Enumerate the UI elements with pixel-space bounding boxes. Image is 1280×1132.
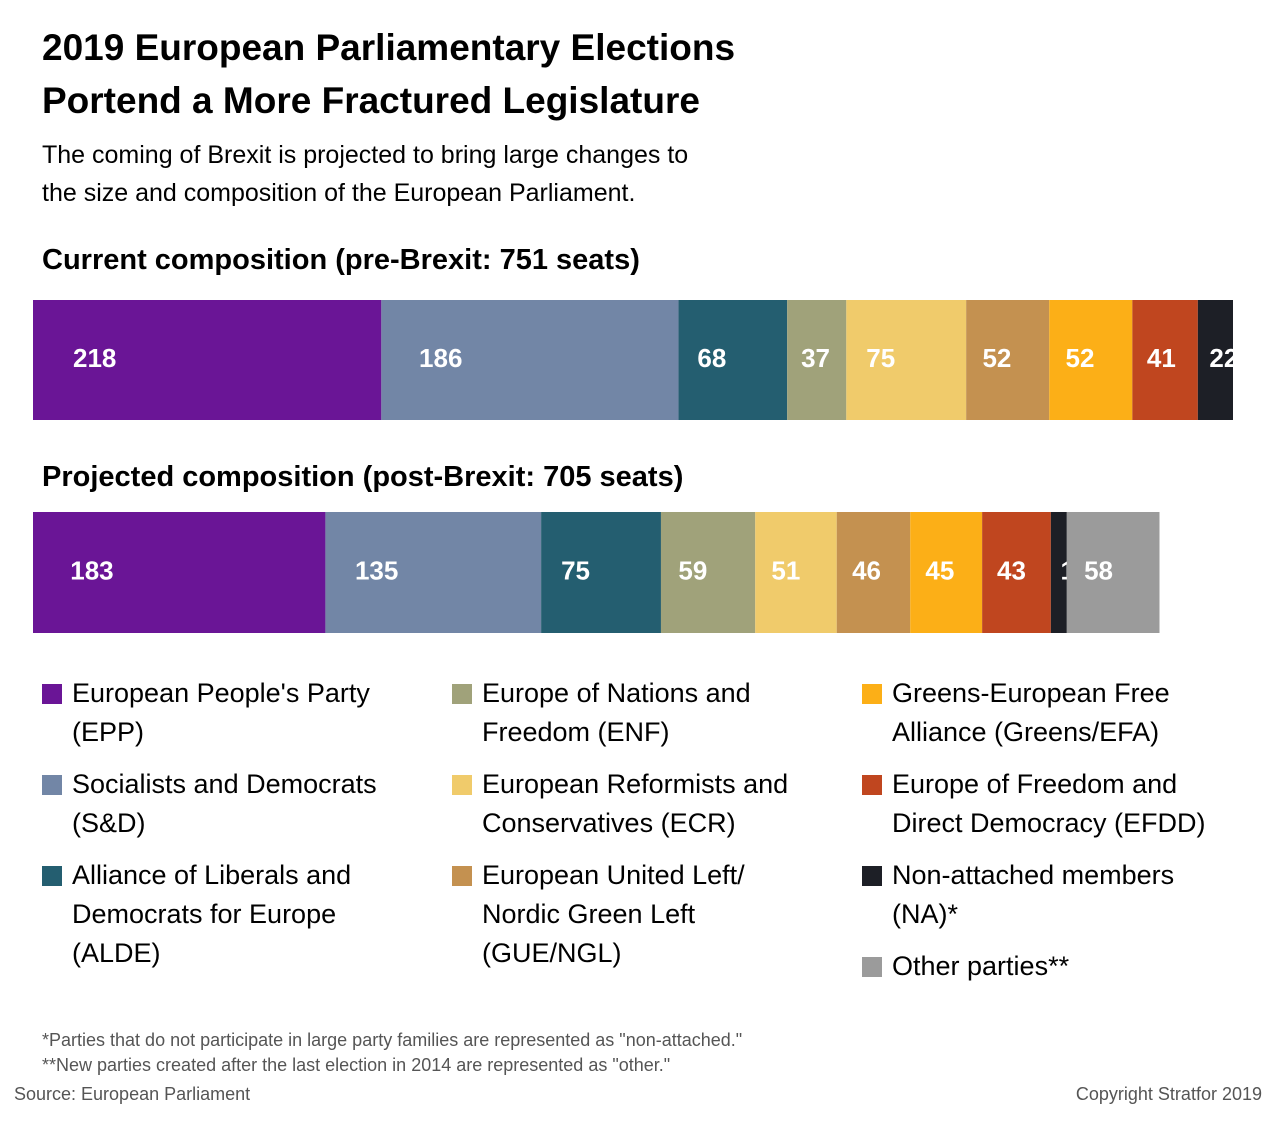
- legend-label: European People's Party (EPP): [72, 678, 370, 747]
- value-label: 58: [1084, 555, 1113, 585]
- legend-item: Non-attached members (NA)*: [862, 856, 1272, 934]
- value-label: 75: [866, 343, 895, 373]
- legend-column: Europe of Nations and Freedom (ENF) Europ…: [452, 674, 862, 999]
- bar-segment: [846, 300, 967, 420]
- legend-swatch: [862, 684, 882, 704]
- legend-item: Alliance of Liberals and Democrats for E…: [42, 856, 452, 973]
- legend-item: European United Left/ Nordic Green Left …: [452, 856, 862, 973]
- legend-item: Europe of Freedom and Direct Democracy (…: [862, 765, 1272, 843]
- legend-item: Socialists and Democrats (S&D): [42, 765, 452, 843]
- legend-label: European United Left/ Nordic Green Left …: [482, 860, 745, 968]
- legend-swatch: [452, 684, 472, 704]
- category-label: Current composition (pre-Brexit: 751 sea…: [42, 244, 640, 276]
- legend-swatch: [42, 866, 62, 886]
- bar-segment: [660, 512, 756, 633]
- value-label: 75: [561, 555, 590, 585]
- bar-segment: [33, 512, 326, 633]
- value-label: 52: [982, 343, 1011, 373]
- legend-label: Non-attached members (NA)*: [892, 860, 1175, 929]
- bar-segment: [1049, 300, 1133, 420]
- bar-segment: [910, 512, 983, 633]
- legend-column: European People's Party (EPP) Socialists …: [42, 674, 452, 999]
- legend: European People's Party (EPP) Socialists …: [42, 674, 1272, 999]
- legend-label: Greens-European Free Alliance (Greens/EF…: [892, 678, 1170, 747]
- legend-column: Greens-European Free Alliance (Greens/EF…: [862, 674, 1272, 999]
- bar-segment: [381, 300, 679, 420]
- legend-label: Europe of Nations and Freedom (ENF): [482, 678, 751, 747]
- bar-segment: [33, 300, 382, 420]
- legend-item: Greens-European Free Alliance (Greens/EF…: [862, 674, 1272, 752]
- value-label: 45: [925, 555, 954, 585]
- value-label: 218: [73, 343, 116, 373]
- legend-item: Other parties**: [862, 947, 1272, 986]
- source: Source: European Parliament: [14, 1084, 251, 1104]
- bar-segment: [755, 512, 837, 633]
- bar-segment: [1132, 300, 1198, 420]
- legend-label: Alliance of Liberals and Democrats for E…: [72, 860, 352, 968]
- category-label: Projected composition (post-Brexit: 705 …: [42, 461, 684, 493]
- value-label: 43: [997, 555, 1026, 585]
- bar-segment: [678, 300, 788, 420]
- value-label: 59: [678, 555, 707, 585]
- bar-segment: [1050, 512, 1067, 633]
- bar-segment: [982, 512, 1051, 633]
- legend-swatch: [862, 957, 882, 977]
- legend-swatch: [862, 775, 882, 795]
- legend-item: European People's Party (EPP): [42, 674, 452, 752]
- legend-swatch: [862, 866, 882, 886]
- value-label: 46: [852, 555, 881, 585]
- bar-segment: [966, 300, 1050, 420]
- footnote: **New parties created after the last ele…: [42, 1055, 671, 1075]
- legend-label: Other parties**: [892, 951, 1070, 981]
- legend-label: Socialists and Democrats (S&D): [72, 769, 377, 838]
- subtitle: The coming of Brexit is projected to bri…: [42, 141, 689, 169]
- legend-swatch: [42, 775, 62, 795]
- bar-segment: [325, 512, 542, 633]
- legend-label: European Reformists and Conservatives (E…: [482, 769, 789, 838]
- legend-swatch: [452, 775, 472, 795]
- value-label: 186: [419, 343, 462, 373]
- value-label: 183: [70, 555, 113, 585]
- value-label: 41: [1147, 343, 1176, 373]
- value-label: 135: [355, 555, 398, 585]
- chart-title: 2019 European Parliamentary Elections: [42, 27, 736, 68]
- subtitle: the size and composition of the European…: [42, 179, 636, 207]
- bar-segment: [1066, 512, 1160, 633]
- footnote: *Parties that do not participate in larg…: [42, 1030, 743, 1050]
- copyright: Copyright Stratfor 2019: [1075, 1084, 1262, 1104]
- legend-swatch: [452, 866, 472, 886]
- legend-label: Europe of Freedom and Direct Democracy (…: [892, 769, 1206, 838]
- bar-segment: [1197, 300, 1233, 420]
- value-label: 37: [801, 343, 830, 373]
- bar-segment: [541, 512, 661, 633]
- legend-item: European Reformists and Conservatives (E…: [452, 765, 862, 843]
- legend-swatch: [42, 684, 62, 704]
- bar-segment: [787, 300, 847, 420]
- value-label: 52: [1066, 343, 1095, 373]
- value-label: 68: [697, 343, 726, 373]
- chart-title: Portend a More Fractured Legislature: [42, 80, 700, 121]
- chart: 2181866837755252412218313575595146454310…: [33, 300, 1238, 633]
- value-label: 22: [1209, 343, 1238, 373]
- legend-item: Europe of Nations and Freedom (ENF): [452, 674, 862, 752]
- bar-segment: [836, 512, 911, 633]
- value-label: 51: [771, 555, 800, 585]
